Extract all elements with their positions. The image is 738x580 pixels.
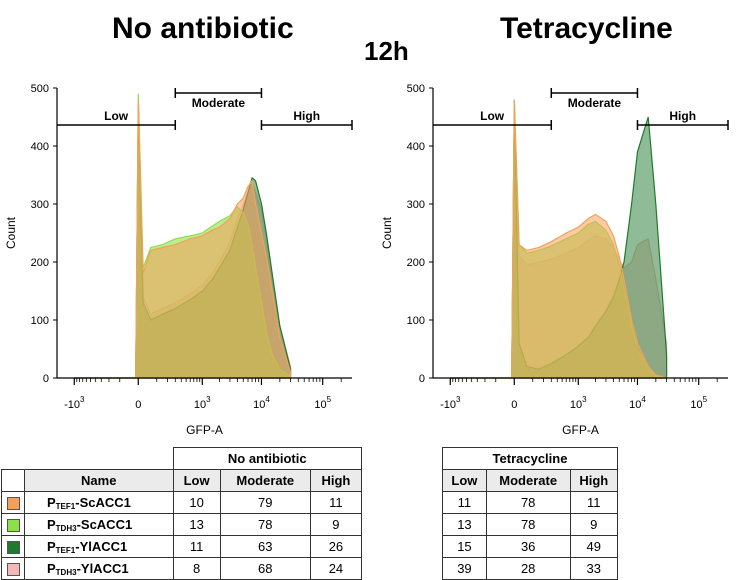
table-cell: 13	[442, 513, 487, 536]
col-name: Name	[24, 469, 174, 492]
x-tick-label: 0	[511, 399, 517, 411]
y-tick-label: 100	[31, 315, 49, 327]
x-axis-label: GFP-A	[186, 423, 223, 437]
y-tick-label: 0	[43, 373, 49, 385]
table-cell: 24	[309, 557, 363, 580]
table-row: 11 78 11	[442, 491, 619, 514]
x-tick-label: 104	[629, 395, 646, 411]
table-cell: 79	[219, 491, 311, 514]
gate-high-label: High	[293, 109, 320, 123]
y-axis-label: Count	[380, 216, 394, 249]
x-tick-label: 103	[194, 395, 211, 411]
tetracycline-header: Tetracycline	[442, 447, 618, 470]
construct-name: PTEF1-YlACC1	[24, 535, 174, 558]
col-high: High	[569, 469, 619, 492]
table-cell: 15	[442, 535, 487, 558]
col-low: Low	[172, 469, 221, 492]
histogram-ptef1-scacc1	[450, 99, 667, 379]
legend-swatch	[1, 557, 25, 580]
construct-name: PTEF1-ScACC1	[24, 491, 174, 514]
x-tick-label: 0	[135, 399, 141, 411]
table-row: 13 78 9	[442, 513, 619, 536]
table-cell: 78	[485, 491, 571, 514]
y-tick-label: 300	[407, 199, 425, 211]
y-tick-label: 0	[419, 373, 425, 385]
legend-swatch	[1, 491, 25, 514]
histogram-ptef1-scacc1	[74, 99, 292, 379]
col-moderate: Moderate	[219, 469, 311, 492]
construct-name: PTDH3-ScACC1	[24, 513, 174, 536]
table-cell: 11	[569, 491, 619, 514]
no-antibiotic-table: No antibiotic Name Low Moderate High PTE…	[1, 447, 363, 580]
time-label: 12h	[364, 36, 409, 66]
x-tick-label: -103	[440, 395, 461, 411]
col-moderate: Moderate	[485, 469, 571, 492]
table-cell: 11	[172, 535, 221, 558]
construct-name: PTDH3-YlACC1	[24, 557, 174, 580]
col-low: Low	[442, 469, 487, 492]
legend-swatch	[1, 513, 25, 536]
tetracycline-table: Tetracycline Low Moderate High 11 78 11 13 7…	[442, 447, 619, 580]
table-cell: 11	[309, 491, 363, 514]
table-cell: 68	[219, 557, 311, 580]
table-row: 39 28 33	[442, 557, 619, 580]
x-tick-label: 103	[570, 395, 587, 411]
no-antibiotic-header: No antibiotic	[172, 447, 362, 470]
gate-high-label: High	[669, 109, 696, 123]
table-cell: 36	[485, 535, 571, 558]
table-cell: 11	[442, 491, 487, 514]
x-tick-label: 105	[690, 395, 707, 411]
table-row: PTDH3-ScACC1 13 78 9	[1, 513, 363, 536]
histogram-plots: 0 100 200 300 400 500 Count -103 0 103 104 105 GFP-A…	[4, 83, 729, 437]
table-cell: 26	[309, 535, 363, 558]
right-plot-title: Tetracycline	[500, 12, 673, 45]
y-tick-label: 100	[407, 315, 425, 327]
gate-moderate-label: Moderate	[192, 96, 246, 110]
table-cell: 78	[219, 513, 311, 536]
y-tick-label: 500	[31, 83, 49, 95]
table-cell: 33	[569, 557, 619, 580]
gate-moderate-label: Moderate	[568, 96, 622, 110]
y-axis-label: Count	[4, 216, 18, 249]
table-row: 15 36 49	[442, 535, 619, 558]
gate-low-label: Low	[480, 109, 505, 123]
gate-low-label: Low	[104, 109, 129, 123]
table-row: PTEF1-YlACC1 11 63 26	[1, 535, 363, 558]
col-high: High	[309, 469, 363, 492]
x-tick-label: 104	[253, 395, 270, 411]
table-cell: 63	[219, 535, 311, 558]
table-cell: 49	[569, 535, 619, 558]
left-plot-title: No antibiotic	[112, 12, 294, 45]
table-cell: 8	[172, 557, 221, 580]
table-cell: 39	[442, 557, 487, 580]
table-cell: 9	[569, 513, 619, 536]
table-cell: 78	[485, 513, 571, 536]
table-row: PTDH3-YlACC1 8 68 24	[1, 557, 363, 580]
y-tick-label: 400	[31, 141, 49, 153]
table-cell: 28	[485, 557, 571, 580]
x-tick-label: 105	[314, 395, 331, 411]
table-cell: 9	[309, 513, 363, 536]
table-cell: 10	[172, 491, 221, 514]
table-cell: 13	[172, 513, 221, 536]
y-tick-label: 400	[407, 141, 425, 153]
x-tick-label: -103	[64, 395, 85, 411]
y-tick-label: 200	[31, 257, 49, 269]
y-tick-label: 200	[407, 257, 425, 269]
x-axis-label: GFP-A	[562, 423, 599, 437]
legend-swatch	[1, 535, 25, 558]
y-tick-label: 300	[31, 199, 49, 211]
table-row: PTEF1-ScACC1 10 79 11	[1, 491, 363, 514]
y-tick-label: 500	[407, 83, 425, 95]
